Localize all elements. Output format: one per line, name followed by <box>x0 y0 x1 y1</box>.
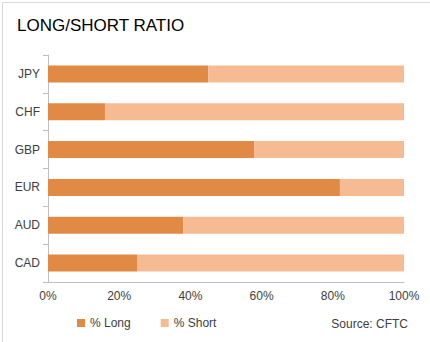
svg-text:40%: 40% <box>178 289 202 303</box>
svg-text:EUR: EUR <box>15 180 41 194</box>
svg-text:GBP: GBP <box>15 143 40 157</box>
svg-text:80%: 80% <box>321 289 345 303</box>
svg-text:60%: 60% <box>250 289 274 303</box>
svg-text:% Short: % Short <box>174 316 217 330</box>
svg-text:0%: 0% <box>39 289 57 303</box>
svg-text:LONG/SHORT RATIO: LONG/SHORT RATIO <box>17 16 184 35</box>
svg-text:% Long: % Long <box>90 316 131 330</box>
svg-text:100%: 100% <box>389 289 420 303</box>
svg-text:JPY: JPY <box>18 67 40 81</box>
svg-text:Source: CFTC: Source: CFTC <box>331 317 408 331</box>
svg-text:20%: 20% <box>107 289 131 303</box>
svg-text:AUD: AUD <box>15 218 41 232</box>
svg-text:CHF: CHF <box>15 105 40 119</box>
svg-text:CAD: CAD <box>15 256 41 270</box>
